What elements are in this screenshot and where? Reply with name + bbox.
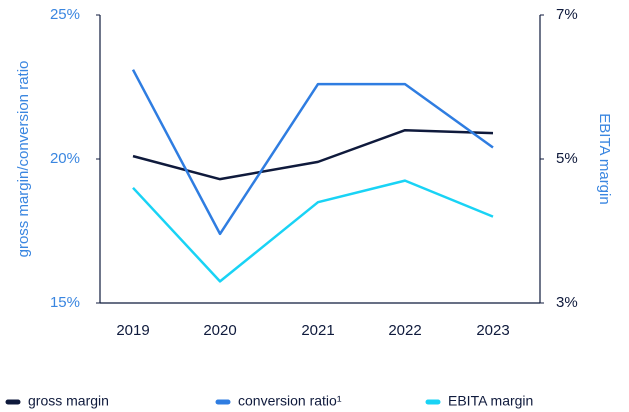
- x-tick-label: 2022: [388, 322, 421, 339]
- x-tick-label: 2021: [301, 322, 334, 339]
- y2-tick-label: 3%: [556, 294, 578, 311]
- legend-label: gross margin: [28, 393, 109, 409]
- x-tick-label: 2020: [203, 322, 236, 339]
- line-series: [132, 128, 494, 181]
- y2-tick-label: 7%: [556, 6, 578, 23]
- y-tick-label: 25%: [50, 6, 80, 23]
- y2-axis-label: EBITA margin: [596, 113, 613, 204]
- line-series: [131, 69, 494, 236]
- y-tick-label: 15%: [50, 294, 80, 311]
- y-tick-label: 20%: [50, 150, 80, 167]
- line-series: [132, 179, 494, 283]
- legend-label: EBITA margin: [448, 393, 533, 409]
- x-tick-label: 2019: [116, 322, 149, 339]
- x-tick-label: 2023: [476, 322, 509, 339]
- y2-tick-label: 5%: [556, 150, 578, 167]
- y-axis-label: gross margin/conversion ratio: [15, 61, 32, 258]
- legend-label: conversion ratio¹: [238, 393, 342, 409]
